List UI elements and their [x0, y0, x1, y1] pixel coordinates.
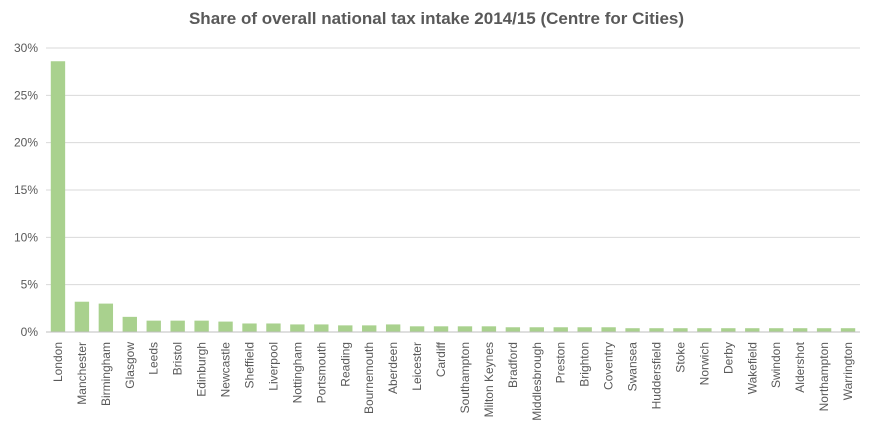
- bar: [385, 324, 401, 332]
- x-tick-label: Nottingham: [290, 342, 304, 403]
- x-tick-label: Glasgow: [123, 342, 137, 389]
- bar: [122, 316, 137, 332]
- bar: [433, 326, 449, 332]
- x-tick-label: Huddersfield: [650, 342, 664, 409]
- bar: [625, 328, 640, 332]
- x-tick-label: Bristol: [171, 342, 185, 375]
- bar: [409, 326, 425, 332]
- x-tick-label: Norwich: [697, 342, 711, 385]
- bar: [601, 327, 616, 332]
- x-tick-label: Reading: [338, 342, 352, 387]
- x-tick-label: Bournemouth: [362, 342, 376, 414]
- y-tick-label: 25%: [14, 88, 38, 102]
- bar: [170, 320, 185, 332]
- x-tick-label: London: [51, 342, 65, 382]
- bar: [194, 320, 209, 332]
- x-tick-label: Middlesbrough: [530, 342, 544, 421]
- chart-title: Share of overall national tax intake 201…: [188, 9, 685, 28]
- x-tick-label: Cardiff: [434, 341, 448, 377]
- bar: [649, 328, 664, 332]
- x-tick-label: Leicester: [410, 342, 424, 391]
- x-tick-label: Edinburgh: [195, 342, 209, 397]
- bar: [577, 327, 592, 332]
- y-tick-label: 10%: [14, 230, 38, 244]
- bar: [840, 328, 856, 332]
- x-tick-label: Leeds: [147, 342, 161, 375]
- bar: [697, 328, 712, 332]
- bar: [769, 328, 784, 332]
- x-tick-label: Southampton: [458, 342, 472, 413]
- y-tick-label: 5%: [21, 278, 39, 292]
- x-tick-label: Northampton: [817, 342, 831, 411]
- bar: [481, 326, 497, 332]
- x-tick-label: Birmingham: [99, 342, 113, 406]
- y-tick-label: 20%: [14, 136, 38, 150]
- x-tick-label: Aberdeen: [386, 342, 400, 394]
- x-tick-label: Brighton: [578, 342, 592, 387]
- bar: [146, 320, 161, 332]
- bar: [266, 323, 281, 332]
- x-tick-label: Swindon: [769, 342, 783, 388]
- y-tick-label: 0%: [21, 325, 39, 339]
- x-tick-label: Wakefield: [745, 342, 759, 394]
- bar: [505, 327, 521, 332]
- bar: [98, 303, 114, 332]
- x-tick-label: Coventry: [602, 342, 616, 390]
- bar: [218, 321, 233, 332]
- bar: [338, 325, 353, 332]
- bar: [242, 323, 257, 332]
- x-tick-label: Swansea: [626, 342, 640, 392]
- bar: [74, 301, 90, 332]
- x-tick-label: Manchester: [75, 342, 89, 405]
- y-tick-label: 30%: [14, 41, 38, 55]
- y-tick-label: 15%: [14, 183, 38, 197]
- x-tick-label: Sheffield: [243, 342, 257, 388]
- bar: [50, 61, 66, 333]
- bar: [792, 328, 808, 332]
- bar: [457, 326, 473, 332]
- bar: [314, 324, 329, 332]
- bar: [362, 325, 377, 332]
- x-tick-label: Stoke: [673, 342, 687, 373]
- bar: [721, 328, 736, 332]
- bar: [745, 328, 760, 332]
- x-tick-label: Liverpool: [266, 342, 280, 391]
- x-tick-label: Derby: [721, 342, 735, 374]
- x-tick-label: Aldershot: [793, 341, 807, 392]
- x-tick-label: Newcastle: [219, 342, 233, 398]
- x-tick-label: Warrington: [841, 342, 855, 400]
- bar: [553, 327, 568, 332]
- x-tick-label: Bradford: [506, 342, 520, 388]
- x-tick-label: Portsmouth: [314, 342, 328, 403]
- bar: [673, 328, 688, 332]
- x-tick-label: Milton Keynes: [482, 342, 496, 417]
- bar: [529, 327, 544, 332]
- x-tick-label: Preston: [554, 342, 568, 383]
- bar: [816, 328, 832, 332]
- bar: [290, 324, 305, 332]
